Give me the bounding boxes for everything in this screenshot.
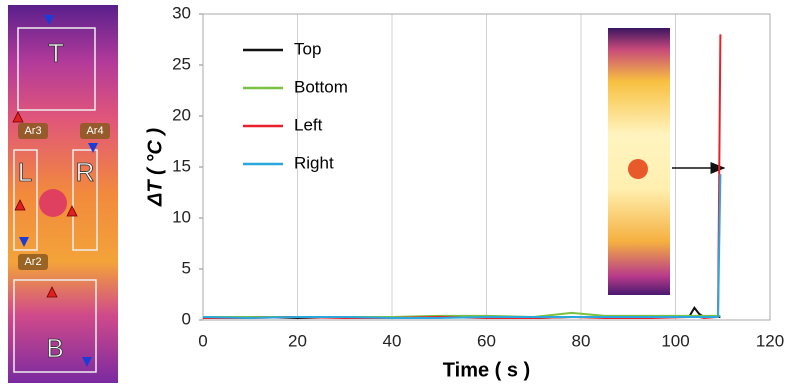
- legend-label: Left: [294, 115, 323, 134]
- region-label: B: [46, 333, 63, 363]
- legend-label: Top: [294, 39, 321, 58]
- region-label: R: [76, 157, 95, 187]
- y-tick-label: 0: [182, 309, 191, 328]
- x-tick-label: 40: [383, 331, 402, 350]
- x-tick-label: 0: [198, 331, 207, 350]
- area-label: Ar4: [86, 125, 103, 137]
- y-tick-label: 30: [172, 3, 191, 22]
- y-tick-label: 25: [172, 54, 191, 73]
- legend-label: Right: [294, 153, 334, 172]
- x-tick-label: 100: [661, 331, 689, 350]
- x-axis-title: Time ( s ): [443, 359, 530, 381]
- x-tick-label: 20: [288, 331, 307, 350]
- y-axis-title: ΔT ( °C ): [144, 128, 166, 207]
- x-tick-label: 120: [756, 331, 784, 350]
- inset-image: [608, 28, 724, 295]
- region-label: T: [48, 38, 64, 68]
- x-tick-label: 60: [477, 331, 496, 350]
- area-label: Ar2: [24, 256, 41, 268]
- y-tick-label: 20: [172, 105, 191, 124]
- area-label: Ar3: [24, 125, 41, 137]
- figure: T L R B Ar3 Ar4 Ar2 0 20 40 60 80 100 120 0 5 10 15 20 25 30…: [0, 0, 802, 389]
- region-label: L: [18, 157, 32, 187]
- legend-label: Bottom: [294, 77, 348, 96]
- y-tick-label: 10: [172, 207, 191, 226]
- y-tick-label: 5: [182, 258, 191, 277]
- x-tick-label: 80: [572, 331, 591, 350]
- y-tick-label: 15: [172, 156, 191, 175]
